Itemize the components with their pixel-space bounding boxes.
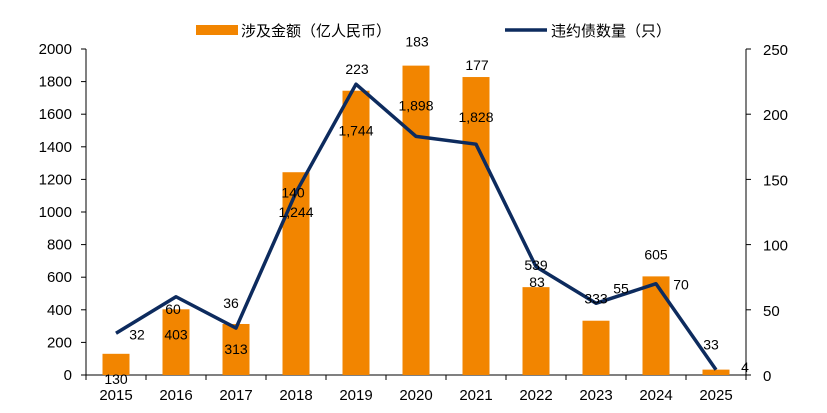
y-left-tick-label: 2000	[39, 41, 72, 58]
bar	[222, 323, 250, 375]
line-data-label: 177	[465, 57, 489, 73]
data-labels: 130 403 313 1,244 1,744 1,898 1,828 539 333 605 33…	[104, 33, 749, 386]
bar-data-label: 33	[703, 337, 719, 353]
x-tick-label: 2018	[279, 387, 312, 404]
y-right-tick-label: 50	[763, 303, 780, 320]
x-tick-label: 2021	[459, 387, 492, 404]
y-left-tick-label: 0	[64, 367, 72, 384]
line-data-label: 223	[345, 61, 369, 77]
line-data-label: 83	[529, 274, 545, 290]
y-right-tick-label: 150	[763, 172, 788, 189]
bar	[462, 77, 490, 375]
line-series	[115, 82, 718, 371]
x-tick-label: 2023	[579, 387, 612, 404]
legend-line-label: 违约债数量（只）	[551, 23, 671, 40]
bar-data-label: 539	[524, 257, 548, 273]
bar-data-label: 1,744	[338, 123, 373, 139]
bar-data-label: 1,898	[398, 98, 433, 114]
y-right-tick-label: 200	[763, 107, 788, 124]
bar	[162, 309, 190, 375]
x-tick-label: 2019	[339, 387, 372, 404]
y-left-tick-label: 1400	[39, 139, 72, 156]
line-series-path	[115, 82, 718, 371]
y-right-tick-label: 0	[763, 368, 771, 385]
line-data-label: 36	[223, 295, 239, 311]
bar	[102, 353, 130, 375]
line-data-label: 183	[405, 33, 429, 49]
bar	[702, 369, 730, 375]
bar	[522, 287, 550, 375]
bar	[582, 320, 610, 375]
x-tick-label: 2024	[639, 387, 672, 404]
y-left-tick-label: 1000	[39, 204, 72, 221]
y-left-tick-label: 1800	[39, 74, 72, 91]
line-data-label: 4	[741, 359, 749, 375]
legend: 涉及金额（亿人民币） 违约债数量（只）	[196, 23, 671, 40]
bar	[642, 276, 670, 375]
bar	[282, 172, 310, 375]
x-tick-label: 2015	[99, 387, 132, 404]
bar-data-label: 130	[104, 371, 128, 387]
y-left-tick-label: 800	[47, 237, 72, 254]
bar-data-label: 605	[644, 246, 668, 262]
legend-bar-label: 涉及金额（亿人民币）	[241, 23, 391, 40]
bar-data-label: 313	[224, 341, 248, 357]
y-left-tick-label: 200	[47, 334, 72, 351]
bars	[102, 65, 730, 375]
line-data-label: 60	[165, 301, 181, 317]
legend-bar-swatch	[196, 25, 238, 35]
y-left-tick-label: 600	[47, 269, 72, 286]
line-data-label: 55	[613, 280, 629, 296]
x-tick-label: 2025	[699, 387, 732, 404]
line-data-label: 140	[281, 184, 305, 200]
bar	[342, 90, 370, 375]
bar-data-label: 1,828	[458, 109, 493, 125]
x-tick-label: 2017	[219, 387, 252, 404]
y-left-tick-label: 1200	[39, 171, 72, 188]
bar-data-label: 333	[584, 291, 608, 307]
y-right-tick-label: 250	[763, 42, 788, 59]
y-left-tick-label: 1600	[39, 106, 72, 123]
line-data-label: 32	[129, 326, 145, 342]
x-tick-label: 2016	[159, 387, 192, 404]
bar-data-label: 1,244	[278, 204, 313, 220]
y-left-tick-label: 400	[47, 302, 72, 319]
x-tick-label: 2022	[519, 387, 552, 404]
axes: 0 200 400 600 800 1000 1200 1400 1600 1800 2000 0 50…	[39, 41, 788, 404]
x-tick-label: 2020	[399, 387, 432, 404]
line-data-label: 70	[673, 277, 689, 293]
y-right-tick-label: 100	[763, 238, 788, 255]
bar-data-label: 403	[164, 326, 188, 342]
bar	[402, 65, 430, 375]
